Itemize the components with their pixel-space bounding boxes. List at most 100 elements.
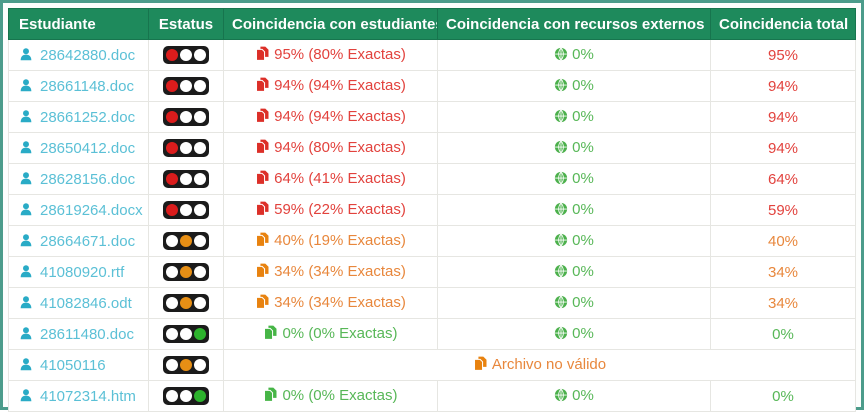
student-match-cell: 59% (22% Exactas) [223, 194, 438, 226]
status-cell [148, 225, 224, 257]
student-match-value: 59% (22% Exactas) [274, 200, 406, 218]
person-icon [19, 78, 33, 95]
student-file-link[interactable]: 41082846.odt [40, 294, 132, 312]
status-cell [148, 380, 224, 412]
person-icon [19, 357, 33, 374]
external-match-cell: 0% [437, 225, 711, 257]
total-match-value: 64% [767, 170, 799, 188]
total-match-value: 34% [767, 294, 799, 312]
total-match-value: 94% [767, 108, 799, 126]
total-match-cell: 94% [710, 70, 856, 102]
status-traffic-light-icon[interactable] [163, 201, 209, 220]
student-file-link[interactable]: 28650412.doc [40, 139, 136, 157]
student-file-link[interactable]: 41072314.htm [40, 387, 136, 405]
status-dot-right [194, 142, 206, 155]
status-dot-left [166, 266, 178, 279]
globe-icon [554, 326, 568, 344]
person-icon [19, 47, 33, 64]
status-traffic-light-icon[interactable] [163, 387, 209, 406]
status-cell [148, 39, 224, 71]
status-traffic-light-icon[interactable] [163, 294, 209, 313]
column-header-coincidencia-total: Coincidencia total [710, 8, 856, 40]
status-traffic-light-icon[interactable] [163, 46, 209, 65]
student-file-link[interactable]: 28664671.doc [40, 232, 136, 250]
total-match-cell: 0% [710, 318, 856, 350]
status-traffic-light-icon[interactable] [163, 139, 209, 158]
document-copy-icon [255, 46, 270, 65]
status-cell [148, 163, 224, 195]
status-dot-middle [180, 359, 192, 372]
globe-icon [554, 140, 568, 158]
student-file-link[interactable]: 41050116 [40, 356, 106, 374]
status-dot-middle [180, 49, 192, 62]
globe-icon [554, 78, 568, 96]
external-match-cell: 0% [437, 101, 711, 133]
status-dot-right [194, 49, 206, 62]
total-match-cell: 94% [710, 101, 856, 133]
external-match-value: 0% [572, 107, 594, 125]
total-match-value: 40% [767, 232, 799, 250]
student-cell: 41082846.odt [8, 287, 149, 319]
status-traffic-light-icon[interactable] [163, 170, 209, 189]
globe-icon [554, 388, 568, 406]
status-dot-right [194, 111, 206, 124]
student-cell: 41080920.rtf [8, 256, 149, 288]
status-traffic-light-icon[interactable] [163, 263, 209, 282]
status-traffic-light-icon[interactable] [163, 356, 209, 375]
student-file-link[interactable]: 28619264.docx [40, 201, 143, 219]
external-match-cell: 0% [437, 163, 711, 195]
student-file-link[interactable]: 28661148.doc [40, 77, 134, 95]
total-match-cell: 64% [710, 163, 856, 195]
status-traffic-light-icon[interactable] [163, 325, 209, 344]
status-dot-left [166, 390, 178, 403]
external-match-value: 0% [572, 76, 594, 94]
external-match-value: 0% [572, 262, 594, 280]
student-file-link[interactable]: 28611480.doc [40, 325, 134, 343]
external-match-cell: 0% [437, 70, 711, 102]
student-match-cell: 94% (80% Exactas) [223, 132, 438, 164]
table-row: 28619264.docx 59% (22% Exactas) 0% 59% [8, 194, 856, 226]
status-dot-left [166, 297, 178, 310]
student-match-value: 94% (80% Exactas) [274, 138, 406, 156]
total-match-value: 95% [767, 46, 799, 64]
total-match-cell: 34% [710, 256, 856, 288]
status-cell [148, 132, 224, 164]
status-traffic-light-icon[interactable] [163, 77, 209, 96]
globe-icon [554, 202, 568, 220]
plagiarism-report-table: Estudiante Estatus Coincidencia con estu… [8, 8, 856, 412]
external-match-value: 0% [572, 324, 594, 342]
student-file-link[interactable]: 41080920.rtf [40, 263, 125, 281]
total-match-cell: 59% [710, 194, 856, 226]
document-copy-icon [263, 325, 278, 344]
student-file-link[interactable]: 28661252.doc [40, 108, 136, 126]
student-match-cell: 0% (0% Exactas) [223, 380, 438, 412]
status-traffic-light-icon[interactable] [163, 232, 209, 251]
status-dot-right [194, 297, 206, 310]
document-copy-icon [255, 263, 270, 282]
table-row: 28611480.doc 0% (0% Exactas) 0% 0% [8, 318, 856, 350]
invalid-file-label: Archivo no válido [491, 355, 607, 373]
student-cell: 41050116 [8, 349, 149, 381]
status-dot-middle [180, 328, 192, 341]
external-match-cell: 0% [437, 194, 711, 226]
column-header-coincidencia-estudiantes: Coincidencia con estudiantes [223, 8, 438, 40]
student-file-link[interactable]: 28642880.doc [40, 46, 136, 64]
document-copy-icon [263, 387, 278, 406]
person-icon [19, 202, 33, 219]
invalid-file-cell: Archivo no válido [223, 349, 856, 381]
total-match-cell: 0% [710, 380, 856, 412]
table-row: 41080920.rtf 34% (34% Exactas) 0% 34% [8, 256, 856, 288]
status-traffic-light-icon[interactable] [163, 108, 209, 127]
table-row: 41082846.odt 34% (34% Exactas) 0% 34% [8, 287, 856, 319]
student-match-cell: 0% (0% Exactas) [223, 318, 438, 350]
student-match-value: 34% (34% Exactas) [274, 293, 406, 311]
status-dot-middle [180, 80, 192, 93]
student-file-link[interactable]: 28628156.doc [40, 170, 136, 188]
table-row: 28642880.doc 95% (80% Exactas) 0% 95% [8, 39, 856, 71]
globe-icon [554, 47, 568, 65]
status-dot-left [166, 204, 178, 217]
status-dot-right [194, 235, 206, 248]
status-dot-left [166, 359, 178, 372]
status-dot-left [166, 173, 178, 186]
total-match-value: 0% [772, 325, 794, 343]
